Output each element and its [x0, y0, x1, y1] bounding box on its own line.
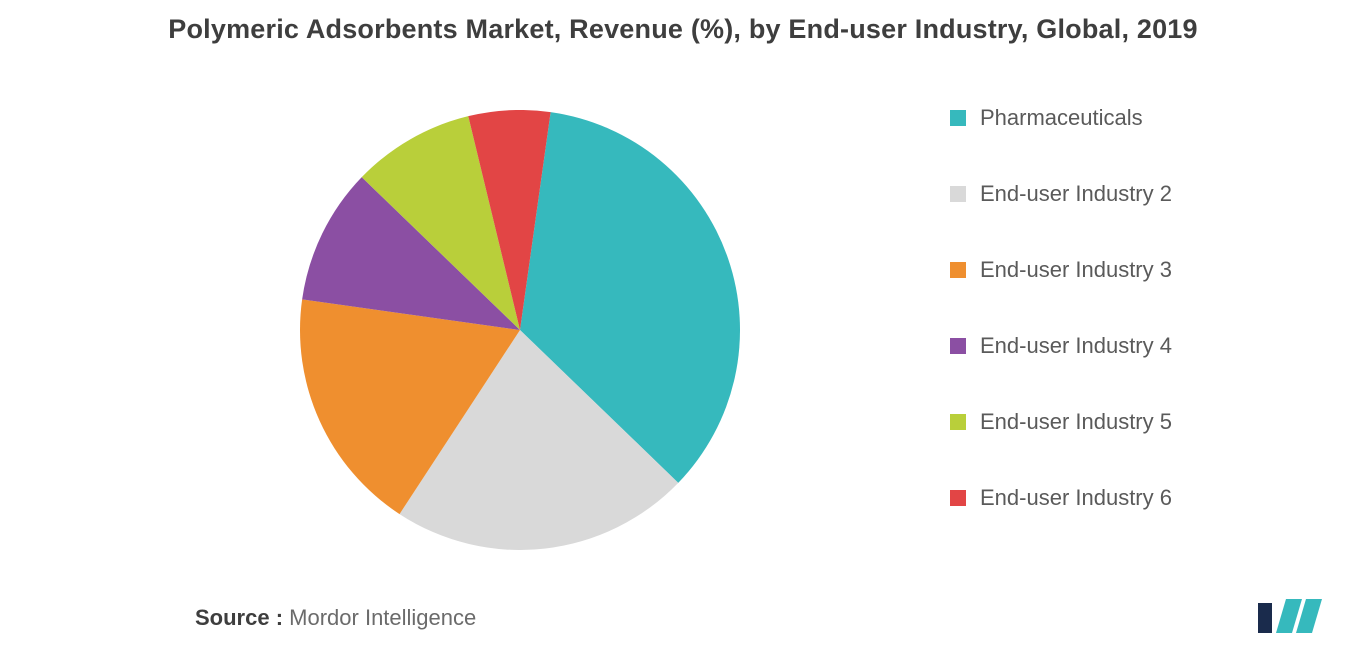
- legend-swatch: [950, 414, 966, 430]
- legend-item: End-user Industry 3: [950, 257, 1310, 283]
- brand-logo: [1256, 593, 1326, 637]
- legend-item: Pharmaceuticals: [950, 105, 1310, 131]
- legend-item: End-user Industry 4: [950, 333, 1310, 359]
- legend-label: End-user Industry 6: [980, 485, 1172, 511]
- legend-item: End-user Industry 5: [950, 409, 1310, 435]
- chart-title: Polymeric Adsorbents Market, Revenue (%)…: [0, 14, 1366, 45]
- legend-label: End-user Industry 2: [980, 181, 1172, 207]
- source-value: Mordor Intelligence: [289, 605, 476, 630]
- legend-label: End-user Industry 5: [980, 409, 1172, 435]
- legend-label: End-user Industry 3: [980, 257, 1172, 283]
- legend-swatch: [950, 110, 966, 126]
- pie-svg: [300, 110, 740, 550]
- source-label: Source :: [195, 605, 283, 630]
- legend-swatch: [950, 186, 966, 202]
- legend-label: Pharmaceuticals: [980, 105, 1143, 131]
- legend-item: End-user Industry 6: [950, 485, 1310, 511]
- logo-icon: [1256, 593, 1326, 637]
- legend-label: End-user Industry 4: [980, 333, 1172, 359]
- pie-chart: [300, 110, 740, 550]
- source-line: Source : Mordor Intelligence: [195, 605, 476, 631]
- legend-swatch: [950, 338, 966, 354]
- legend-swatch: [950, 262, 966, 278]
- legend: Pharmaceuticals End-user Industry 2 End-us…: [950, 105, 1310, 561]
- legend-swatch: [950, 490, 966, 506]
- legend-item: End-user Industry 2: [950, 181, 1310, 207]
- chart-area: Pharmaceuticals End-user Industry 2 End-us…: [0, 80, 1366, 570]
